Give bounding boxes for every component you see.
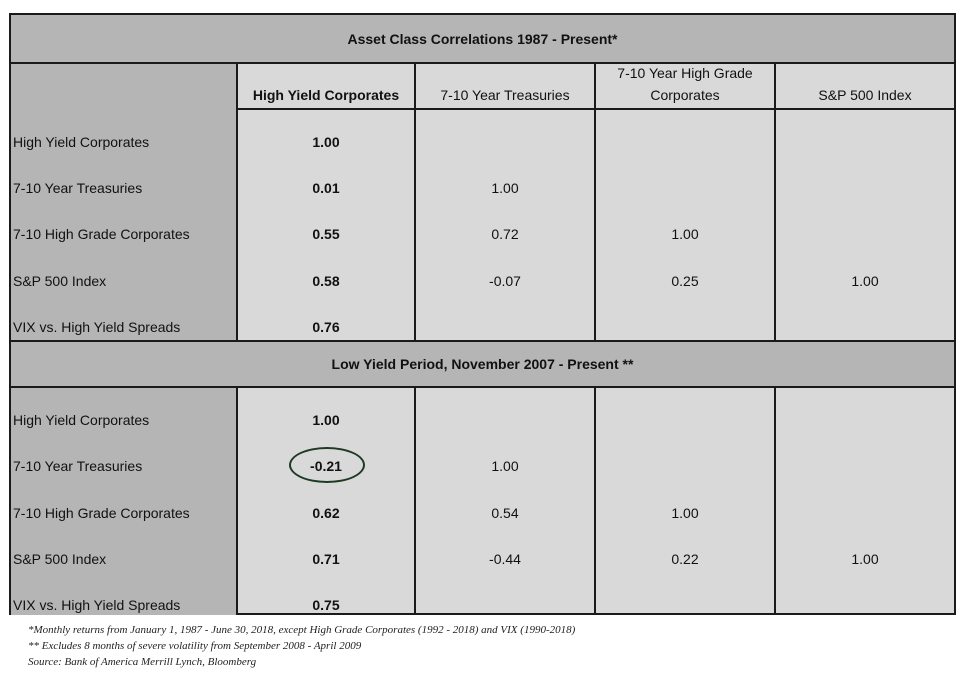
table-cell: 1.00 (851, 551, 879, 567)
table-cell: 1.00 (312, 134, 340, 150)
table-cell: 0.76 (312, 319, 340, 335)
table-cell: 0.55 (312, 226, 340, 242)
source-note: Source: Bank of America Merrill Lynch, B… (28, 656, 257, 668)
table-cell: 1.00 (491, 458, 519, 474)
row-label: High Yield Corporates (13, 412, 150, 428)
row-label: 7-10 Year Treasuries (13, 180, 143, 196)
column-header-treasuries: 7-10 Year Treasuries (440, 87, 570, 103)
column-divider (414, 386, 416, 615)
column-header-high-yield: High Yield Corporates (252, 87, 400, 103)
row-label: 7-10 High Grade Corporates (13, 505, 190, 521)
table-cell: 0.71 (312, 551, 340, 567)
row-label: VIX vs. High Yield Spreads (13, 319, 181, 335)
table-cell: 0.25 (671, 273, 699, 289)
column-header-high-grade: 7-10 Year High Grade Corporates (617, 65, 753, 103)
row-label: 7-10 Year Treasuries (13, 458, 143, 474)
column-divider (236, 62, 238, 340)
row-label: High Yield Corporates (13, 134, 150, 150)
table-cell: 1.00 (312, 412, 340, 428)
header-divider (238, 108, 954, 110)
footnote: ** Excludes 8 months of severe volatilit… (28, 640, 362, 652)
table-cell: 1.00 (671, 505, 699, 521)
table-cell: 1.00 (851, 273, 879, 289)
column-header-sp500: S&P 500 Index (818, 87, 912, 103)
column-divider (594, 62, 596, 340)
row-label: S&P 500 Index (13, 551, 107, 567)
row-label-column-bg (11, 62, 236, 340)
row-label: VIX vs. High Yield Spreads (13, 597, 181, 613)
correlation-table: Asset Class Correlations 1987 - Present*… (9, 13, 956, 615)
section-title: Low Yield Period, November 2007 - Presen… (11, 340, 954, 388)
table-cell: 0.62 (312, 505, 340, 521)
column-divider (414, 62, 416, 340)
table-cell: 1.00 (671, 226, 699, 242)
column-divider (774, 386, 776, 615)
highlight-circle (289, 447, 365, 483)
table-cell: 0.58 (312, 273, 340, 289)
column-divider (236, 386, 238, 615)
table-cell: 0.75 (312, 597, 340, 613)
table-cell: 0.72 (491, 226, 519, 242)
column-divider (594, 386, 596, 615)
table-cell: -0.07 (489, 273, 521, 289)
table-cell: 0.22 (671, 551, 699, 567)
row-label-column-bg (11, 386, 236, 615)
table-cell: 0.54 (491, 505, 519, 521)
row-label: 7-10 High Grade Corporates (13, 226, 190, 242)
table-title: Asset Class Correlations 1987 - Present* (11, 15, 954, 64)
column-divider (774, 62, 776, 340)
table-cell: 0.01 (312, 180, 340, 196)
table-cell: 1.00 (491, 180, 519, 196)
table-cell: -0.44 (489, 551, 521, 567)
row-label: S&P 500 Index (13, 273, 107, 289)
footnote: *Monthly returns from January 1, 1987 - … (28, 624, 576, 636)
